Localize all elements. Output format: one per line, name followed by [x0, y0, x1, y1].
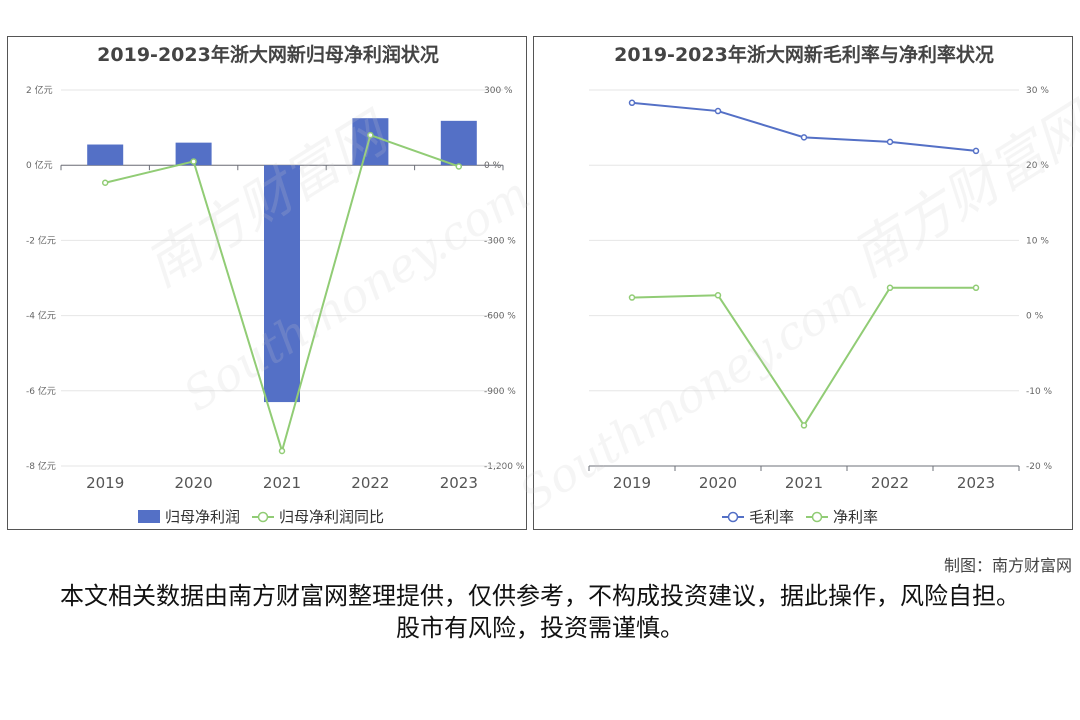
- x-tick-label: 2020: [699, 474, 737, 492]
- bar-2022: [352, 118, 389, 166]
- y-left-tick-label: 0 亿元: [26, 159, 53, 171]
- y-right-tick-label: 0 %: [1026, 312, 1044, 322]
- x-tick-label: 2022: [351, 474, 389, 492]
- y-left-tick-label: -6 亿元: [26, 385, 56, 397]
- point-2022: [367, 131, 374, 139]
- point-2021: [800, 134, 808, 141]
- y-right-tick-label: -300 %: [484, 236, 516, 246]
- y-right-tick-label: 20 %: [1026, 161, 1049, 171]
- y-right-tick-label: -20 %: [1026, 462, 1053, 472]
- point-2021: [278, 447, 286, 455]
- point-2022: [886, 284, 894, 292]
- net-profit-chart: 2019-2023年浙大网新归母净利润状况 2 亿元 0 亿元 -2 亿元 -4 亿元 -…: [26, 43, 525, 526]
- x-tick-label: 2021: [785, 474, 823, 492]
- y-right-tick-label: 300 %: [484, 86, 513, 96]
- legend-swatch-marker: [257, 511, 269, 523]
- bar-2021: [264, 165, 300, 403]
- x-tick-label: 2023: [957, 474, 995, 492]
- bar-2019: [87, 144, 124, 166]
- x-tick-label: 2022: [871, 474, 909, 492]
- y-right-tick-label: -600 %: [484, 312, 516, 322]
- bar-2020: [175, 142, 212, 166]
- legend-swatch-bar: [138, 510, 160, 523]
- y-right-tick-label: 10 %: [1026, 236, 1049, 246]
- y-right-tick-label: -900 %: [484, 387, 516, 397]
- x-tick-label: 2023: [440, 474, 478, 492]
- legend-label: 归母净利润同比: [279, 508, 384, 526]
- point-2023: [972, 147, 980, 155]
- point-2019: [628, 99, 636, 107]
- point-2022: [886, 138, 894, 146]
- x-tick-label: 2019: [86, 474, 124, 492]
- chart-panel-margins: 2019-2023年浙大网新毛利率与净利率状况 30 % 20 % 10 % 0 % -1…: [510, 36, 1080, 530]
- point-2019: [101, 179, 109, 186]
- point-2019: [628, 294, 636, 301]
- series-line: [631, 286, 976, 428]
- y-left-tick-label: -8 亿元: [26, 460, 56, 472]
- legend-label: 净利率: [833, 508, 878, 526]
- x-tick-label: 2021: [263, 474, 301, 492]
- legend-swatch-marker: [727, 511, 739, 523]
- x-tick-label: 2019: [613, 474, 651, 492]
- point-2023: [972, 284, 980, 292]
- y-right-tick-label: 30 %: [1026, 86, 1049, 96]
- point-2020: [190, 158, 197, 165]
- point-2020: [714, 107, 722, 115]
- series-line: [631, 101, 977, 152]
- y-left-tick-label: -4 亿元: [26, 310, 56, 322]
- bar-2023: [440, 120, 477, 166]
- disclaimer: 本文相关数据由南方财富网整理提供，仅供参考，不构成投资建议，据此操作，风险自担。…: [60, 582, 1020, 642]
- chart-credit: 制图：南方财富网: [943, 556, 1072, 575]
- y-left-tick-label: -2 亿元: [26, 234, 56, 246]
- chart-title: 2019-2023年浙大网新归母净利润状况: [97, 43, 439, 66]
- margin-chart: 2019-2023年浙大网新毛利率与净利率状况 30 % 20 % 10 % 0 % -1…: [588, 43, 1053, 526]
- legend-swatch-marker: [811, 511, 823, 523]
- legend-label: 毛利率: [749, 508, 794, 526]
- chart-panel-net-profit: 2019-2023年浙大网新归母净利润状况 2 亿元 0 亿元 -2 亿元 -4 亿元 -…: [7, 36, 539, 530]
- y-right-tick-label: 0 %: [484, 161, 502, 171]
- y-right-tick-label: -10 %: [1026, 387, 1053, 397]
- x-tick-label: 2020: [175, 474, 213, 492]
- point-2020: [714, 292, 722, 299]
- point-2023: [455, 163, 463, 170]
- y-right-tick-label: -1,200 %: [484, 462, 525, 472]
- legend-label: 归母净利润: [165, 508, 240, 526]
- y-left-tick-label: 2 亿元: [26, 84, 53, 96]
- chart-title: 2019-2023年浙大网新毛利率与净利率状况: [614, 43, 994, 66]
- point-2021: [800, 422, 808, 429]
